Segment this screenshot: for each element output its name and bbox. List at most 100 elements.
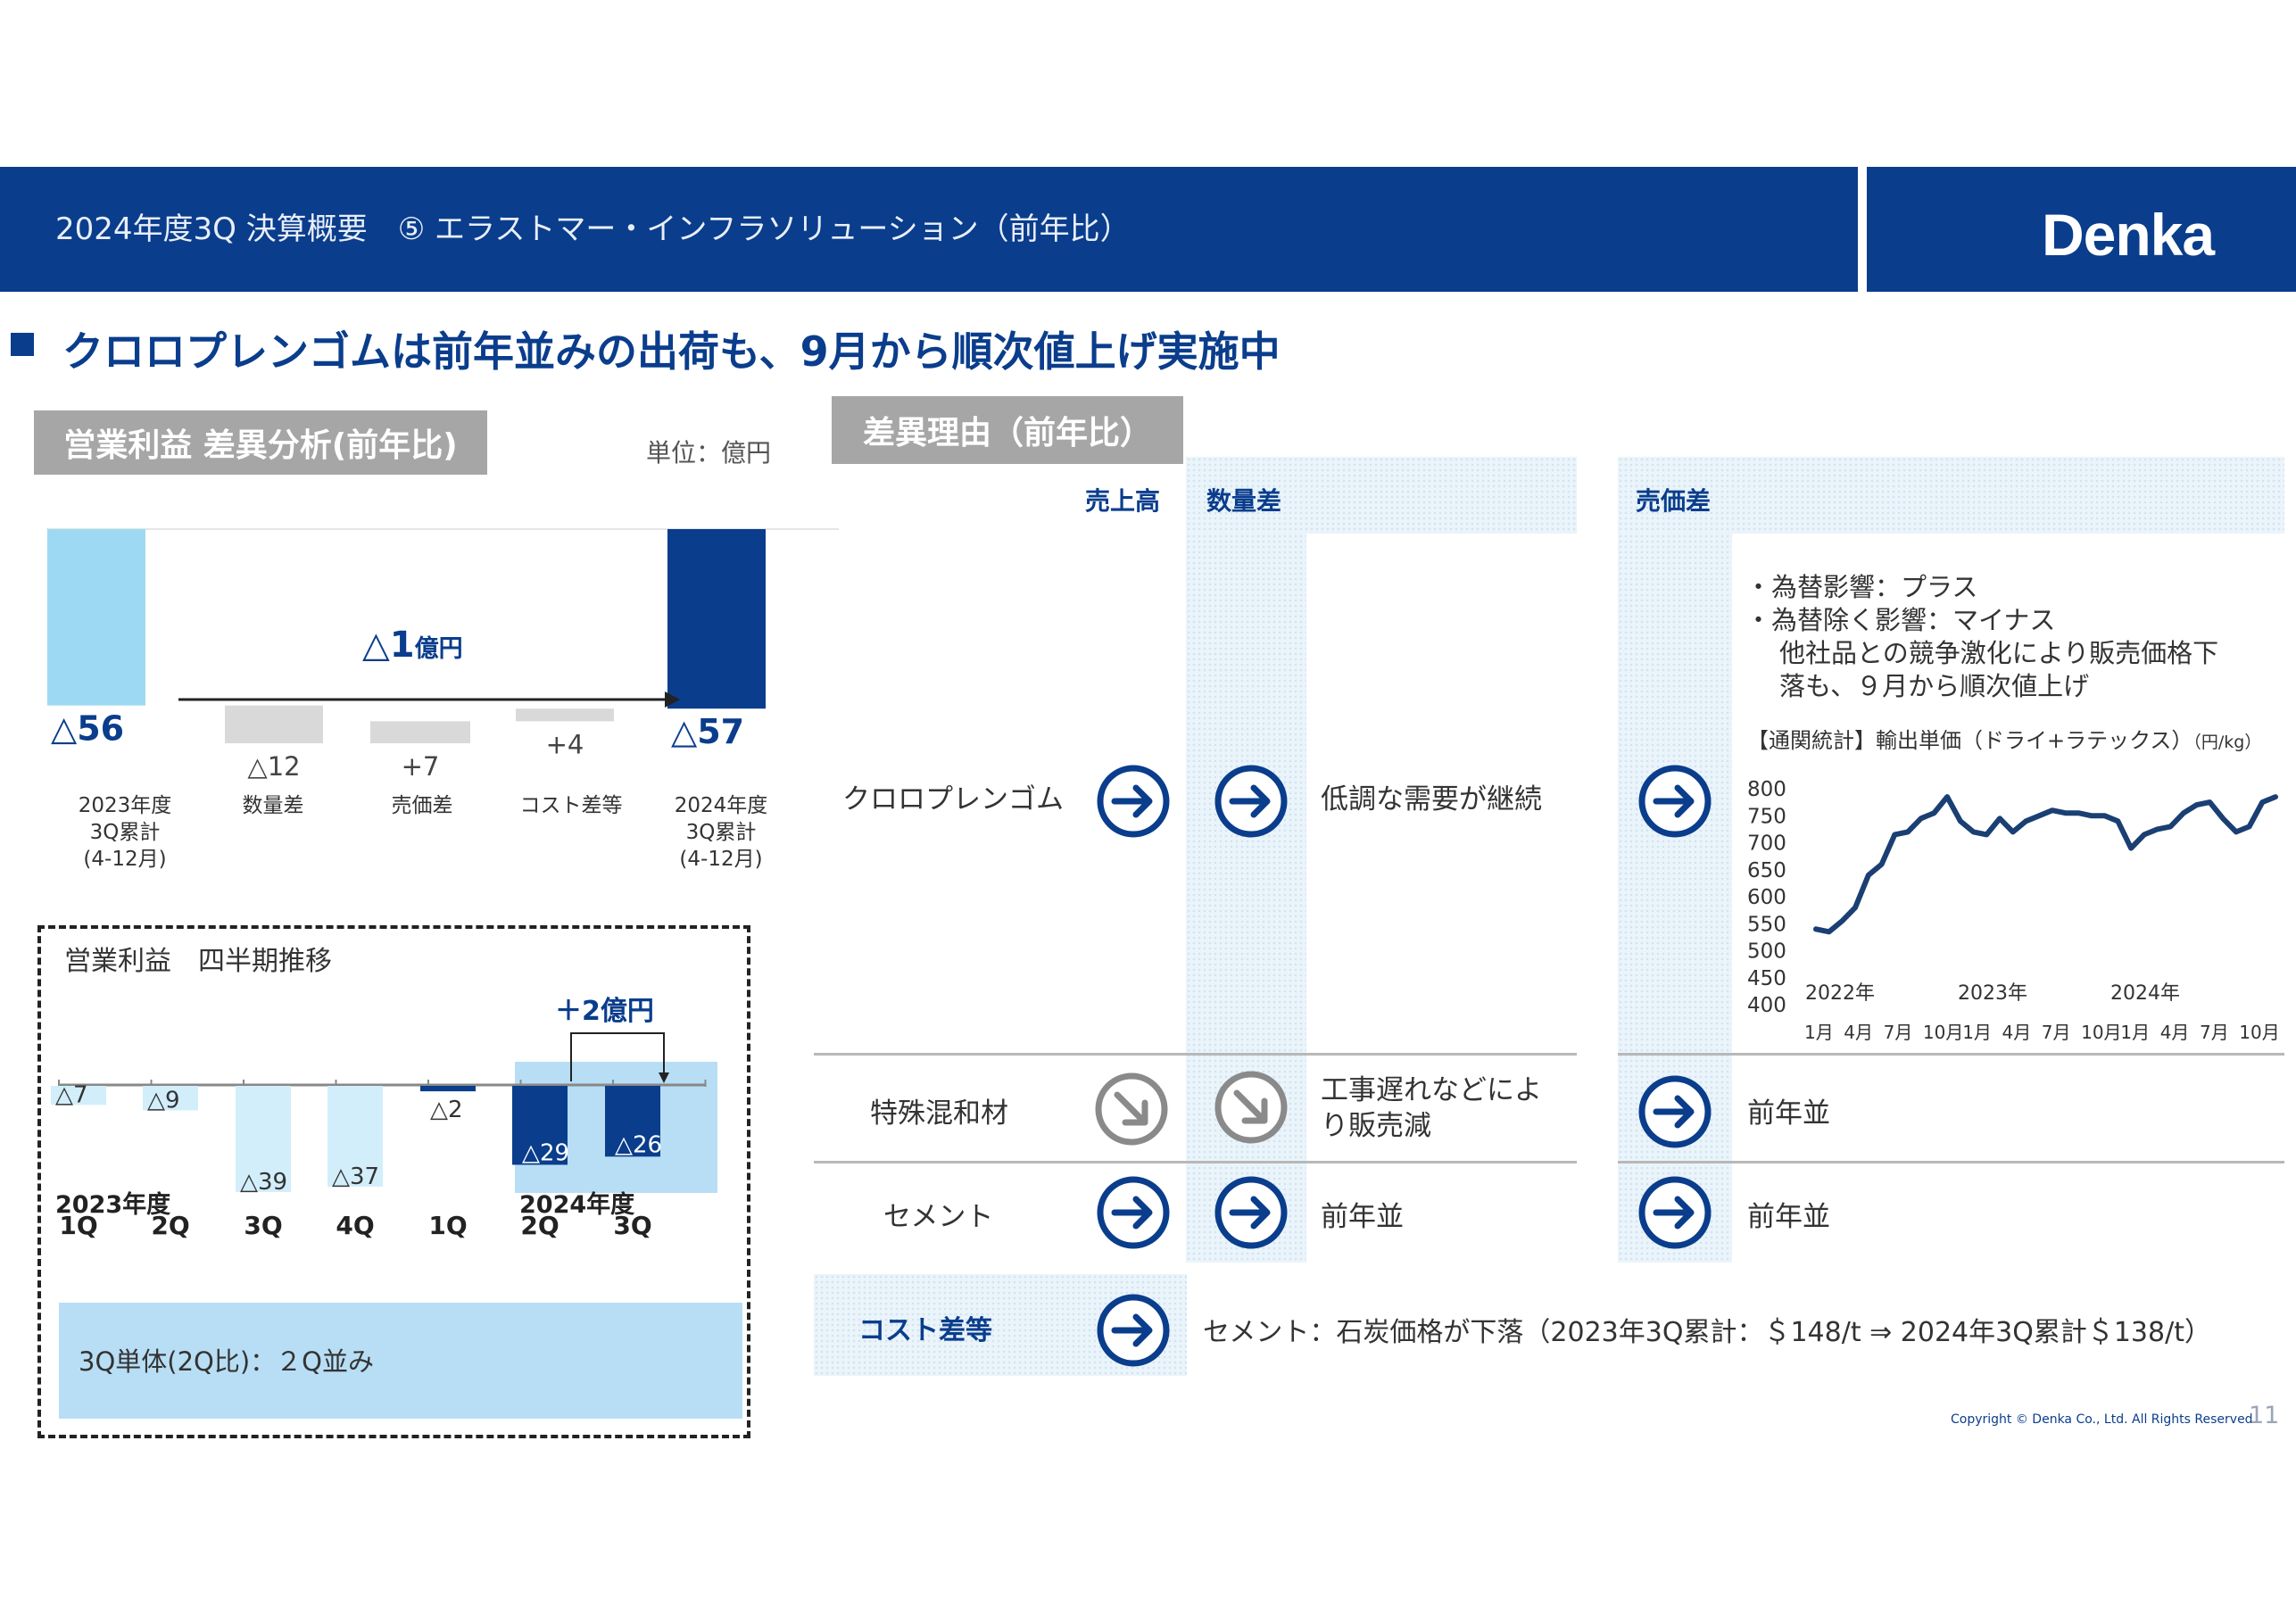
x-month-label: 10月 xyxy=(2081,1022,2121,1043)
export-price-line xyxy=(1813,794,2278,935)
x-month-label: 4月 xyxy=(1844,1022,1873,1043)
quarterly-footer-box: 3Q単体(2Q比)：２Q並み xyxy=(59,1303,742,1419)
note-line-1: ・為替影響：プラス xyxy=(1745,572,1978,602)
arrow-right-circle-icon xyxy=(1097,765,1170,838)
chloroprene-suryo-text: 低調な需要が継続 xyxy=(1321,783,1542,816)
row-divider-1 xyxy=(814,1053,1577,1056)
header-bg-suryosa xyxy=(1186,457,1577,534)
year-label-2023: 2023年度 xyxy=(55,1190,170,1219)
quarterly-value-label: △9 xyxy=(147,1087,180,1114)
admixture-suryo-text: 工事遅れなどによ り販売減 xyxy=(1321,1072,1542,1144)
arrow-down-right-circle-icon xyxy=(1095,1072,1168,1146)
waterfall-note: △1億円 xyxy=(362,625,463,666)
quarter-label: 1Q xyxy=(59,1211,97,1240)
quarterly-value-label: △26 xyxy=(615,1131,662,1158)
quarterly-bracket xyxy=(570,1032,665,1081)
admixture-suryo-line-1: 工事遅れなどによ xyxy=(1321,1074,1542,1106)
headline-bullet xyxy=(11,333,34,356)
quarterly-bar xyxy=(420,1086,476,1092)
waterfall-category-label: 売価差 xyxy=(391,794,453,817)
waterfall-arrow-head xyxy=(665,691,680,708)
row-divider-2 xyxy=(814,1161,1577,1163)
note-line-4: 落も、９月から順次値上げ xyxy=(1779,671,2090,701)
quarter-label: 3Q xyxy=(613,1211,651,1240)
note-line-2: ・為替除く影響：マイナス xyxy=(1745,605,2056,635)
header-divider xyxy=(1858,167,1867,292)
year-label-2024: 2024年度 xyxy=(519,1190,634,1219)
quarter-label: 3Q xyxy=(244,1211,282,1240)
arrow-right-circle-icon xyxy=(1638,1075,1712,1148)
waterfall-note-unit: 億円 xyxy=(414,635,463,663)
arrow-right-circle-icon xyxy=(1214,1176,1288,1249)
waterfall-note-value: △1 xyxy=(362,625,415,666)
arrow-down-right-circle-icon xyxy=(1214,1071,1288,1144)
page-number: 11 xyxy=(2249,1402,2280,1429)
quarterly-box xyxy=(37,925,750,1438)
waterfall-bar xyxy=(225,705,323,744)
quarterly-bar xyxy=(236,1086,291,1192)
x-month-label: 1月 xyxy=(1962,1022,1992,1043)
quarterly-value-label: △37 xyxy=(332,1163,379,1190)
waterfall-bar xyxy=(667,529,766,709)
arrow-right-circle-icon xyxy=(1097,1294,1170,1367)
quarterly-title: 営業利益 四半期推移 xyxy=(64,946,332,977)
quarter-label: 4Q xyxy=(336,1211,374,1240)
quarterly-bar xyxy=(143,1086,198,1111)
quarter-label: 2Q xyxy=(520,1211,559,1240)
quarterly-chart: △7 1Q △9 2Q △39 3Q △37 4Q △2 1Q △29 2Q △26 3Q 2023年度 20… xyxy=(51,1032,717,1240)
y-tick-label: 800 xyxy=(1747,778,1786,801)
row-label-special-admixture: 特殊混和材 xyxy=(870,1097,1008,1130)
y-tick-label: 500 xyxy=(1747,940,1786,964)
cost-text: セメント：石炭価格が下落（2023年3Q累計：＄148/t ⇒ 2024年3Q累… xyxy=(1203,1317,2211,1348)
admixture-baika-text: 前年並 xyxy=(1747,1097,1830,1130)
y-tick-label: 650 xyxy=(1747,859,1786,882)
y-tick-label: 750 xyxy=(1747,805,1786,828)
quarterly-value-label: △29 xyxy=(522,1139,569,1166)
header-title: 2024年度3Q 決算概要 ⑤ エラストマー・インフラソリューション（前年比） xyxy=(55,211,1131,247)
copyright: Copyright © Denka Co., Ltd. All Rights R… xyxy=(1951,1412,2258,1427)
waterfall-category-label: 2024年度 3Q累計 (4-12月) xyxy=(674,794,768,871)
unit-label: 単位：億円 xyxy=(646,438,772,468)
arrow-right-circle-icon xyxy=(1097,1176,1170,1249)
note-line-3: 他社品との競争激化により販売価格下 xyxy=(1779,638,2219,668)
x-year-label: 2024年 xyxy=(2110,982,2180,1005)
quarterly-bar xyxy=(51,1086,106,1105)
header-bar: 2024年度3Q 決算概要 ⑤ エラストマー・インフラソリューション（前年比） … xyxy=(0,167,2296,292)
headline: クロロプレンゴムは前年並みの出荷も、9月から順次値上げ実施中 xyxy=(62,327,1281,376)
arrow-right-circle-icon xyxy=(1214,765,1288,838)
y-tick-label: 550 xyxy=(1747,913,1786,936)
row-divider-2b xyxy=(1618,1161,2284,1163)
arrow-right-circle-icon xyxy=(1638,765,1712,838)
quarterly-bracket-arrow xyxy=(659,1072,669,1083)
x-month-label: 10月 xyxy=(2239,1022,2279,1043)
mini-chart-title: 【通関統計】輸出単価（ドライ+ラテックス）（円/kg） xyxy=(1747,723,2261,754)
row-label-cement: セメント xyxy=(883,1201,994,1233)
y-tick-label: 450 xyxy=(1747,967,1786,990)
x-month-label: 7月 xyxy=(1884,1022,1913,1043)
waterfall-value-label: △12 xyxy=(247,751,300,782)
quarterly-bar xyxy=(605,1086,660,1157)
y-tick-label: 700 xyxy=(1747,832,1786,856)
y-tick-label: 600 xyxy=(1747,886,1786,909)
x-month-label: 4月 xyxy=(2160,1022,2190,1043)
waterfall-bar xyxy=(370,721,470,744)
row-label-chloroprene: クロロプレンゴム xyxy=(842,783,1064,816)
x-month-label: 4月 xyxy=(2002,1022,2032,1043)
x-month-label: 7月 xyxy=(2200,1022,2229,1043)
quarterly-bar xyxy=(512,1086,568,1165)
x-month-label: 1月 xyxy=(1804,1022,1834,1043)
mini-chart-unit: （円/kg） xyxy=(2192,733,2262,752)
waterfall-bar xyxy=(516,708,614,722)
waterfall-category-label: 数量差 xyxy=(242,794,304,817)
column-bg-suryosa xyxy=(1186,534,1306,1263)
arrow-right-circle-icon xyxy=(1638,1176,1712,1249)
x-year-label: 2022年 xyxy=(1805,982,1875,1005)
section-label-reasons: 差異理由（前年比） xyxy=(832,396,1183,464)
quarter-label: 1Q xyxy=(428,1211,467,1240)
quarterly-value-label: △2 xyxy=(430,1097,463,1123)
x-year-label: 2023年 xyxy=(1958,982,2027,1005)
column-bg-baikasa xyxy=(1618,534,1732,1263)
quarterly-bar xyxy=(327,1086,383,1187)
denka-logo: Denka xyxy=(2042,202,2215,268)
